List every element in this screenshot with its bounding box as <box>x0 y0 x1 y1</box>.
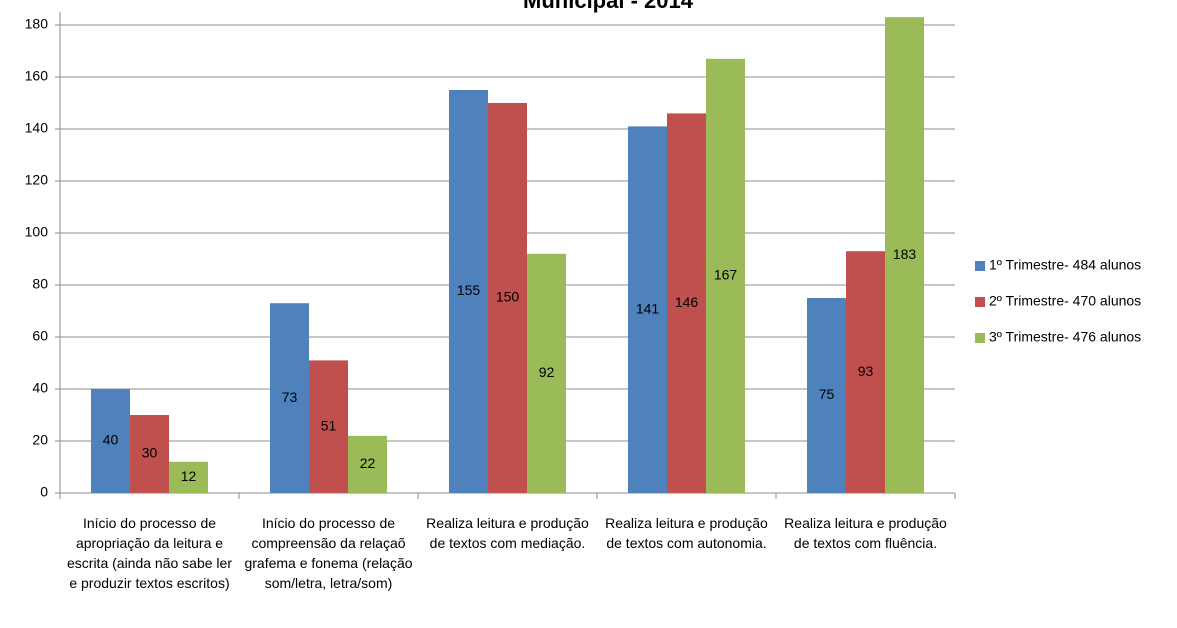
bar <box>628 126 667 494</box>
legend-label: 2º Trimestre- 470 alunos <box>989 293 1141 309</box>
data-label: 73 <box>282 389 298 405</box>
x-tick-label: Realiza leitura e produção de textos com… <box>784 515 947 551</box>
y-tick-label: 100 <box>25 224 49 240</box>
data-label: 92 <box>539 364 555 380</box>
y-tick-label: 80 <box>32 276 48 292</box>
bar <box>91 389 130 493</box>
data-label: 155 <box>457 282 481 298</box>
data-label: 150 <box>496 289 520 305</box>
legend-swatch <box>975 333 985 343</box>
legend-label: 3º Trimestre- 476 alunos <box>989 329 1141 345</box>
bar <box>885 17 924 493</box>
bar <box>667 113 706 494</box>
bar <box>130 415 169 493</box>
y-tick-label: 20 <box>32 432 48 448</box>
x-tick-label: Início do processo de compreensão da rel… <box>244 515 413 591</box>
data-label: 12 <box>181 468 197 484</box>
data-label: 30 <box>142 445 158 461</box>
y-tick-label: 120 <box>25 172 49 188</box>
bar <box>527 253 566 493</box>
bar <box>309 360 348 493</box>
bar <box>348 435 387 493</box>
y-tick-label: 0 <box>40 484 48 500</box>
data-label: 183 <box>893 246 917 262</box>
y-tick-label: 60 <box>32 328 48 344</box>
x-tick-label: Realiza leitura e produção de textos com… <box>426 515 589 551</box>
legend-swatch <box>975 261 985 271</box>
bar <box>449 90 488 493</box>
y-tick-label: 180 <box>25 16 49 32</box>
bar <box>807 298 846 493</box>
chart-title: Municipal - 2014 <box>523 0 694 13</box>
data-label: 75 <box>819 386 835 402</box>
data-label: 22 <box>360 455 376 471</box>
y-tick-label: 40 <box>32 380 48 396</box>
data-label: 146 <box>675 294 699 310</box>
bar <box>846 251 885 493</box>
bar <box>706 58 745 494</box>
bar <box>270 303 309 493</box>
legend-swatch <box>975 297 985 307</box>
y-tick-label: 160 <box>25 68 49 84</box>
y-tick-label: 140 <box>25 120 49 136</box>
data-label: 141 <box>636 300 660 316</box>
data-label: 93 <box>858 363 874 379</box>
bar <box>488 103 527 493</box>
bar <box>169 461 208 493</box>
data-label: 167 <box>714 267 738 283</box>
x-tick-label: Realiza leitura e produção de textos com… <box>605 515 768 551</box>
data-label: 40 <box>103 432 119 448</box>
legend-label: 1º Trimestre- 484 alunos <box>989 257 1141 273</box>
data-label: 51 <box>321 417 337 433</box>
x-tick-label: Início do processo de apropriação da lei… <box>67 515 232 591</box>
